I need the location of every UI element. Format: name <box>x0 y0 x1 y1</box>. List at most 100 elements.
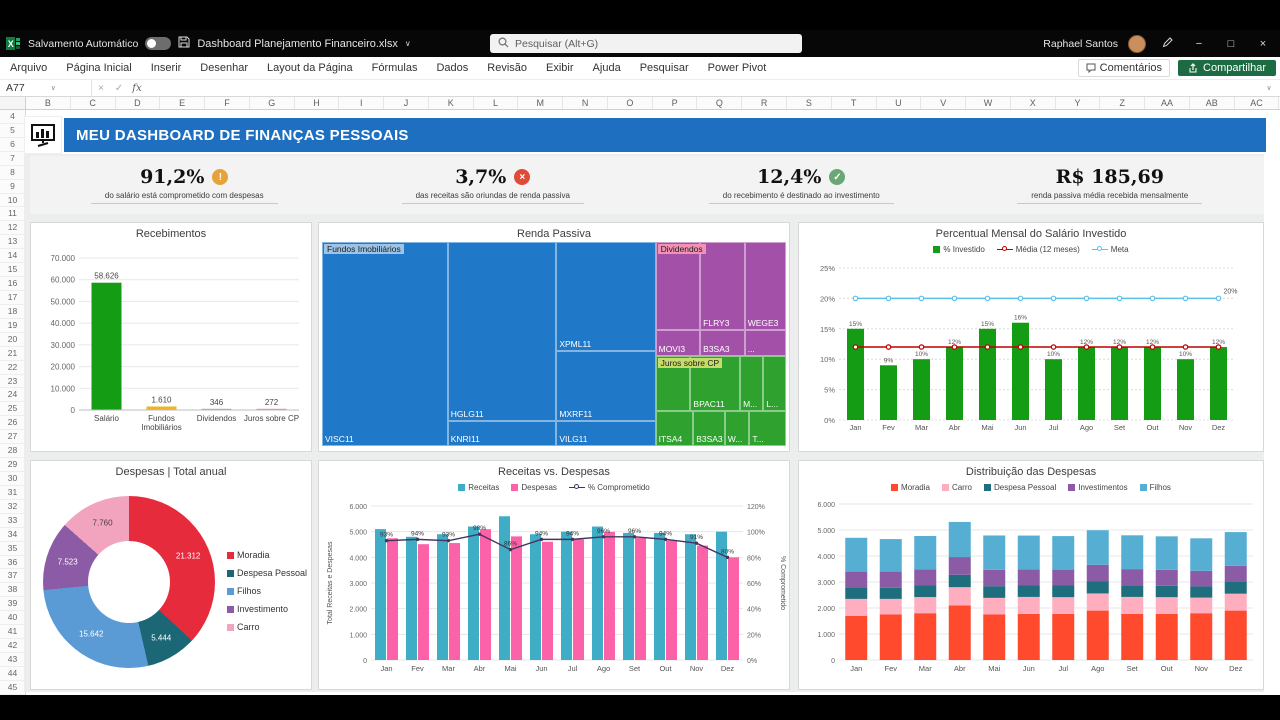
row-header-4[interactable]: 4 <box>0 110 25 124</box>
search-box[interactable]: Pesquisar (Alt+G) <box>490 34 802 53</box>
column-header-i[interactable]: I <box>339 97 385 109</box>
column-header-l[interactable]: L <box>474 97 519 109</box>
ribbon-tab-layout-da-pagina[interactable]: Layout da Página <box>267 62 353 74</box>
comments-button[interactable]: Comentários <box>1077 59 1171 77</box>
column-header-h[interactable]: H <box>295 97 340 109</box>
column-header-aa[interactable]: AA <box>1145 97 1190 109</box>
ribbon-tab-inserir[interactable]: Inserir <box>150 62 182 74</box>
autosave-toggle[interactable] <box>145 37 172 50</box>
row-header-16[interactable]: 16 <box>0 277 25 291</box>
column-header-n[interactable]: N <box>563 97 608 109</box>
row-header-5[interactable]: 5 <box>0 124 25 138</box>
ribbon-tab-arquivo[interactable]: Arquivo <box>10 62 48 74</box>
minimize-button[interactable]: − <box>1195 37 1203 50</box>
row-header-17[interactable]: 17 <box>0 291 25 305</box>
row-header-14[interactable]: 14 <box>0 249 25 264</box>
column-header-g[interactable]: G <box>250 97 295 109</box>
doc-title-chevron-icon[interactable]: ∨ <box>404 39 411 48</box>
column-header-z[interactable]: Z <box>1100 97 1146 109</box>
avatar[interactable] <box>1128 34 1146 53</box>
row-header-28[interactable]: 28 <box>0 444 25 459</box>
ribbon-tab-desenhar[interactable]: Desenhar <box>200 62 248 74</box>
row-header-43[interactable]: 43 <box>0 653 25 667</box>
row-header-13[interactable]: 13 <box>0 235 25 250</box>
column-header-b[interactable]: B <box>26 97 71 109</box>
ribbon-tab-pagina-inicial[interactable]: Página Inicial <box>66 62 132 74</box>
column-header-p[interactable]: P <box>653 97 698 109</box>
row-header-45[interactable]: 45 <box>0 681 25 695</box>
row-header-29[interactable]: 29 <box>0 458 25 472</box>
row-header-21[interactable]: 21 <box>0 347 25 361</box>
ribbon-tab-power-pivot[interactable]: Power Pivot <box>707 62 767 74</box>
ribbon-tab-exibir[interactable]: Exibir <box>546 62 574 74</box>
column-header-t[interactable]: T <box>832 97 877 109</box>
row-header-31[interactable]: 31 <box>0 486 25 500</box>
row-header-19[interactable]: 19 <box>0 319 25 333</box>
column-header-k[interactable]: K <box>429 97 474 109</box>
share-button[interactable]: Compartilhar <box>1178 60 1276 76</box>
cancel-entry-icon[interactable]: × <box>98 82 104 94</box>
row-header-6[interactable]: 6 <box>0 138 25 152</box>
row-header-42[interactable]: 42 <box>0 639 25 653</box>
save-icon[interactable] <box>178 36 190 51</box>
row-header-44[interactable]: 44 <box>0 667 25 681</box>
row-header-11[interactable]: 11 <box>0 207 25 222</box>
column-header-f[interactable]: F <box>205 97 250 109</box>
column-header-r[interactable]: R <box>742 97 788 109</box>
column-header-c[interactable]: C <box>71 97 116 109</box>
column-header-j[interactable]: J <box>384 97 429 109</box>
row-header-7[interactable]: 7 <box>0 152 25 166</box>
row-header-36[interactable]: 36 <box>0 556 25 570</box>
formula-bar-expand-icon[interactable]: ∨ <box>1266 85 1272 92</box>
user-name[interactable]: Raphael Santos <box>1043 37 1118 50</box>
column-header-q[interactable]: Q <box>697 97 743 109</box>
row-header-30[interactable]: 30 <box>0 472 25 486</box>
column-header-v[interactable]: V <box>921 97 967 109</box>
ribbon-tab-pesquisar[interactable]: Pesquisar <box>639 62 689 74</box>
pen-mode-icon[interactable] <box>1156 36 1178 51</box>
column-header-u[interactable]: U <box>877 97 922 109</box>
column-header-ab[interactable]: AB <box>1190 97 1235 109</box>
document-title[interactable]: Dashboard Planejamento Financeiro.xlsx <box>197 37 398 50</box>
row-header-15[interactable]: 15 <box>0 263 25 278</box>
enter-entry-icon[interactable]: ✓ <box>114 82 124 94</box>
row-header-9[interactable]: 9 <box>0 180 25 194</box>
close-button[interactable]: × <box>1259 37 1267 50</box>
column-header-m[interactable]: M <box>518 97 564 109</box>
column-header-o[interactable]: O <box>608 97 653 109</box>
ribbon-tab-dados[interactable]: Dados <box>436 62 469 74</box>
select-all-corner[interactable] <box>0 97 26 109</box>
row-header-24[interactable]: 24 <box>0 388 25 403</box>
row-header-39[interactable]: 39 <box>0 597 25 612</box>
row-header-41[interactable]: 41 <box>0 625 25 640</box>
insert-function-icon[interactable]: fx <box>132 82 142 94</box>
formula-input[interactable] <box>146 80 1258 96</box>
ribbon-tab-revisao[interactable]: Revisão <box>487 62 528 74</box>
row-header-18[interactable]: 18 <box>0 305 25 319</box>
column-header-d[interactable]: D <box>116 97 161 109</box>
column-header-x[interactable]: X <box>1011 97 1056 109</box>
row-header-22[interactable]: 22 <box>0 361 25 375</box>
row-header-12[interactable]: 12 <box>0 221 25 236</box>
restore-button[interactable]: □ <box>1227 37 1235 50</box>
row-header-35[interactable]: 35 <box>0 542 25 556</box>
row-header-10[interactable]: 10 <box>0 194 25 208</box>
ribbon-tab-ajuda[interactable]: Ajuda <box>592 62 621 74</box>
row-header-37[interactable]: 37 <box>0 569 25 584</box>
ribbon-tab-formulas[interactable]: Fórmulas <box>371 62 418 74</box>
row-header-38[interactable]: 38 <box>0 583 25 598</box>
row-header-20[interactable]: 20 <box>0 333 25 347</box>
row-header-32[interactable]: 32 <box>0 500 25 514</box>
row-header-27[interactable]: 27 <box>0 430 25 445</box>
row-header-33[interactable]: 33 <box>0 514 25 528</box>
row-header-34[interactable]: 34 <box>0 528 25 542</box>
name-box[interactable]: A77 ∨ <box>0 80 92 96</box>
row-header-40[interactable]: 40 <box>0 611 25 626</box>
row-header-23[interactable]: 23 <box>0 375 25 389</box>
column-header-e[interactable]: E <box>160 97 206 109</box>
column-header-ac[interactable]: AC <box>1235 97 1280 109</box>
row-header-26[interactable]: 26 <box>0 416 25 431</box>
row-header-25[interactable]: 25 <box>0 402 25 417</box>
column-header-s[interactable]: S <box>787 97 832 109</box>
column-header-w[interactable]: W <box>966 97 1011 109</box>
